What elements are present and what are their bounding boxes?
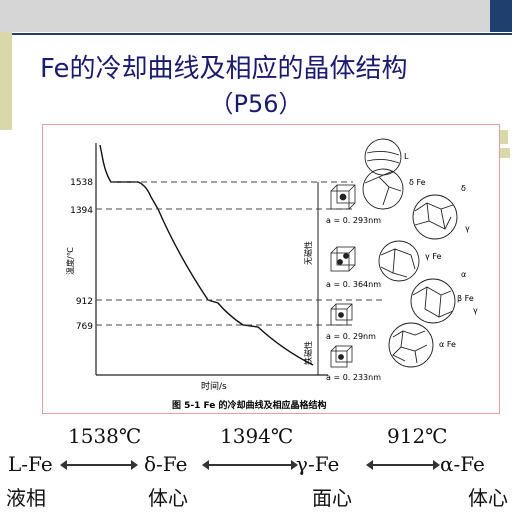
y-axis-label: 温度/℃: [65, 247, 75, 275]
structure-bcc-2: 体心: [468, 486, 508, 510]
cooling-curve-svg: 1538 1394 912 769 温度/℃ 时间/s 无磁性 铁磁性: [65, 138, 478, 411]
region-label-ferromagnetic: 铁磁性: [303, 341, 313, 365]
phase-label-alpha: α: [461, 270, 466, 279]
gamma-fe-structure-icon: [378, 240, 420, 282]
cooling-curve: [99, 144, 314, 366]
figure-caption: 图 5-1 Fe 的冷却曲线及相应晶格结构: [172, 399, 327, 411]
lattice-param-beta: a = 0. 29nm: [326, 332, 376, 341]
phase-label-L: L: [404, 152, 409, 161]
bcc-lattice-icon-3: [330, 345, 353, 368]
fcc-lattice-icon: [330, 246, 356, 272]
transition-temp-1394: 1394℃: [220, 424, 294, 448]
arrow-delta-gamma: [202, 460, 298, 470]
bcc-lattice-icon: [330, 184, 356, 210]
left-accent-bar: [0, 32, 12, 130]
lattice-param-gamma: a = 0. 364nm: [326, 280, 381, 289]
temp-label-769: 769: [76, 322, 93, 332]
delta-gamma-structure-icon: [412, 194, 458, 240]
phase-l-fe: L-Fe: [8, 452, 53, 476]
beta-fe-structure-icon: [410, 278, 456, 324]
header-rule: [12, 33, 512, 35]
temp-label-912: 912: [76, 297, 93, 307]
slide-subtitle: （P56）: [209, 90, 303, 118]
phase-label-gamma: γ: [465, 224, 470, 233]
phase-label-delta: δ: [461, 184, 466, 193]
phase-label-delta-fe: δ Fe: [409, 178, 426, 187]
phase-alpha-fe: α-Fe: [440, 452, 485, 476]
lattice-param-delta: a = 0. 293nm: [326, 216, 381, 225]
top-corner-block: [490, 0, 512, 32]
structure-fcc: 面心: [312, 486, 352, 510]
delta-fe-structure-icon: [362, 168, 404, 210]
slide-title: Fe的冷却曲线及相应的晶体结构: [40, 54, 408, 84]
structure-bcc-1: 体心: [148, 486, 188, 510]
transition-temp-1538: 1538℃: [68, 424, 142, 448]
arrow-l-delta: [60, 460, 138, 470]
top-banner: [0, 0, 490, 32]
transition-temp-912: 912℃: [387, 424, 448, 448]
right-accent-square-small: [500, 148, 510, 158]
phase-label-alpha-fe: α Fe: [439, 340, 456, 349]
phase-delta-fe: δ-Fe: [144, 452, 188, 476]
liquid-structure-icon: [364, 138, 402, 176]
arrow-gamma-alpha: [366, 460, 440, 470]
phase-gamma-fe: γ-Fe: [296, 452, 340, 476]
structure-liquid: 液相: [6, 486, 46, 510]
region-label-nonmagnetic: 无磁性: [303, 241, 313, 265]
bcc-lattice-icon-2: [330, 303, 353, 326]
phase-label-gamma-2: γ: [473, 306, 478, 315]
temp-label-1394: 1394: [70, 206, 93, 216]
cooling-curve-figure: 1538 1394 912 769 温度/℃ 时间/s 无磁性 铁磁性: [42, 124, 500, 414]
alpha-fe-structure-icon: [388, 322, 434, 368]
phase-label-gamma-fe: γ Fe: [425, 252, 441, 261]
lattice-param-alpha: a = 0. 233nm: [326, 373, 381, 382]
temp-label-1538: 1538: [70, 178, 93, 188]
phase-label-beta-fe: β Fe: [457, 294, 474, 303]
phase-transition-row: 1538℃ 1394℃ 912℃ L-Fe δ-Fe γ-Fe α-Fe 液相 …: [0, 420, 512, 512]
x-axis-label: 时间/s: [201, 380, 227, 392]
